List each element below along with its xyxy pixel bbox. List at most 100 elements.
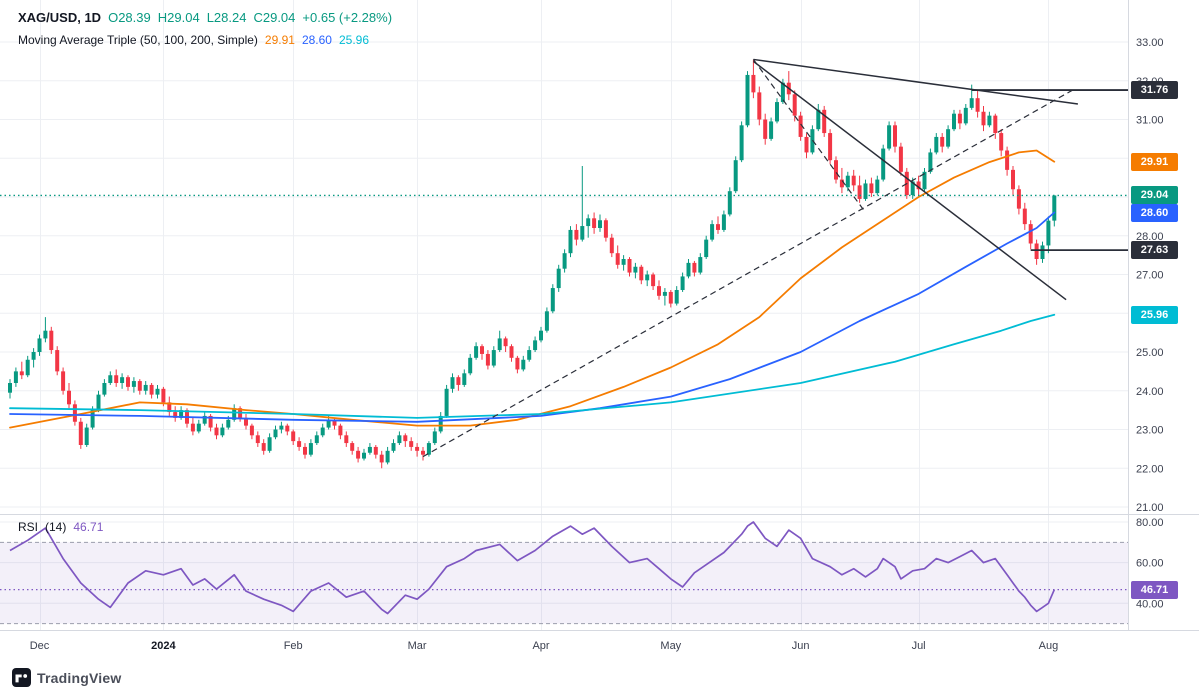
candle-body (922, 171, 927, 190)
candle-body (981, 111, 986, 126)
candle-body (61, 371, 66, 391)
candle-body (468, 357, 473, 374)
candle-body (946, 129, 951, 147)
candle-body (863, 183, 868, 199)
grid (0, 0, 1128, 630)
candle-body (426, 443, 431, 455)
candle-body (733, 160, 738, 192)
candle-body (49, 330, 54, 351)
ohlc-high-value: 29.04 (167, 10, 200, 25)
candle-body (509, 346, 514, 358)
time-axis[interactable]: Dec 2024 Feb Mar Apr May Jun Jul Aug (0, 630, 1199, 662)
candle-body (969, 98, 974, 108)
candle-body (739, 125, 744, 161)
symbol-title[interactable]: XAG/USD, 1D (18, 10, 102, 25)
candle-body (993, 115, 998, 134)
candle-body (202, 415, 207, 424)
ma-legend[interactable]: Moving Average Triple (50, 100, 200, Sim… (18, 33, 369, 47)
ohlc-low-label: L (206, 10, 214, 25)
rsi-axis-label: 40.00 (1136, 598, 1164, 610)
time-axis-hit[interactable] (0, 630, 1199, 662)
tradingview-logo[interactable]: TradingView (12, 668, 121, 687)
candle-body (456, 377, 461, 385)
candle-body (1011, 169, 1015, 190)
trendline-3[interactable] (753, 58, 1079, 105)
candle-body (928, 152, 933, 172)
candle-body (155, 388, 160, 395)
rsi-legend[interactable]: RSI (14) 46.71 (18, 520, 103, 534)
candle-body (957, 113, 962, 124)
candle-body (1040, 245, 1045, 259)
candle-body (131, 381, 136, 387)
candle-body (13, 371, 18, 383)
ma50-value: 29.91 (264, 33, 295, 47)
candle-body (308, 443, 313, 455)
candle-body (609, 237, 614, 254)
trendline-2[interactable] (752, 59, 866, 213)
candle-body (232, 408, 237, 420)
time-axis-label: Feb (284, 640, 303, 652)
rsi-band-fill (0, 542, 1128, 624)
candle-body (244, 417, 248, 426)
rsi-legend-title: RSI (18, 520, 39, 534)
candle-body (621, 259, 626, 265)
candle-body (598, 220, 602, 228)
candle-body (373, 446, 378, 455)
candle-body (828, 133, 833, 161)
candle-body (503, 338, 508, 347)
candle-body (887, 125, 892, 149)
candle-body (480, 346, 484, 354)
candle-body (527, 350, 532, 360)
ohlc-open-value: 28.39 (118, 10, 151, 25)
trendline-1[interactable] (422, 89, 1073, 458)
candle-body (668, 291, 673, 304)
candle-body (279, 425, 284, 430)
price-axis[interactable]: 33.0032.0031.0030.0029.0028.0027.0026.00… (1128, 0, 1199, 630)
time-axis-label: Jul (912, 640, 926, 652)
candle-body (190, 423, 195, 432)
price-axis-label: 25.00 (1136, 347, 1164, 359)
candle-body (297, 441, 302, 447)
candle-body (851, 175, 856, 186)
candle-body (273, 429, 278, 438)
candle-body (438, 415, 443, 432)
candle-body (674, 290, 679, 304)
separators (0, 0, 1199, 631)
time-axis-label: Apr (532, 640, 549, 652)
candle-body (474, 346, 479, 358)
candle-body (580, 226, 585, 240)
ma-line-sma-100 (9, 211, 1056, 423)
rsi-plot (0, 521, 1128, 615)
candle-body (550, 288, 555, 312)
time-axis-label: Jun (792, 640, 810, 652)
candle-body (291, 431, 296, 442)
ma-line-sma-200 (9, 313, 1056, 419)
candle-body (704, 239, 709, 258)
candle-body (839, 179, 844, 188)
price-axis-hit[interactable] (1128, 0, 1199, 630)
candle-body (67, 390, 71, 405)
time-axis-label: 2024 (151, 640, 176, 652)
rsi-band (0, 541, 1128, 625)
candle-body (196, 423, 201, 432)
ohlc-open-label: O (108, 10, 119, 25)
trendlines (422, 58, 1079, 458)
candle-body (161, 388, 166, 403)
time-axis-label: Dec (30, 640, 50, 652)
candle-body (1022, 208, 1027, 225)
trendline-4[interactable] (752, 60, 1067, 301)
symbol-legend[interactable]: XAG/USD, 1D O28.39 H29.04 L28.24 C29.04 … (18, 10, 392, 25)
candle-body (603, 220, 608, 238)
ohlc-open: O28.39 (108, 10, 151, 25)
candle-body (686, 262, 691, 277)
candle-body (822, 109, 827, 134)
tradingview-logo-icon (12, 668, 31, 687)
candle-body (173, 412, 178, 418)
candle-body (344, 435, 349, 444)
candle-body (444, 388, 449, 416)
price-axis-label: 22.00 (1136, 463, 1164, 475)
candle-body (556, 268, 561, 289)
candle-body (143, 384, 148, 391)
